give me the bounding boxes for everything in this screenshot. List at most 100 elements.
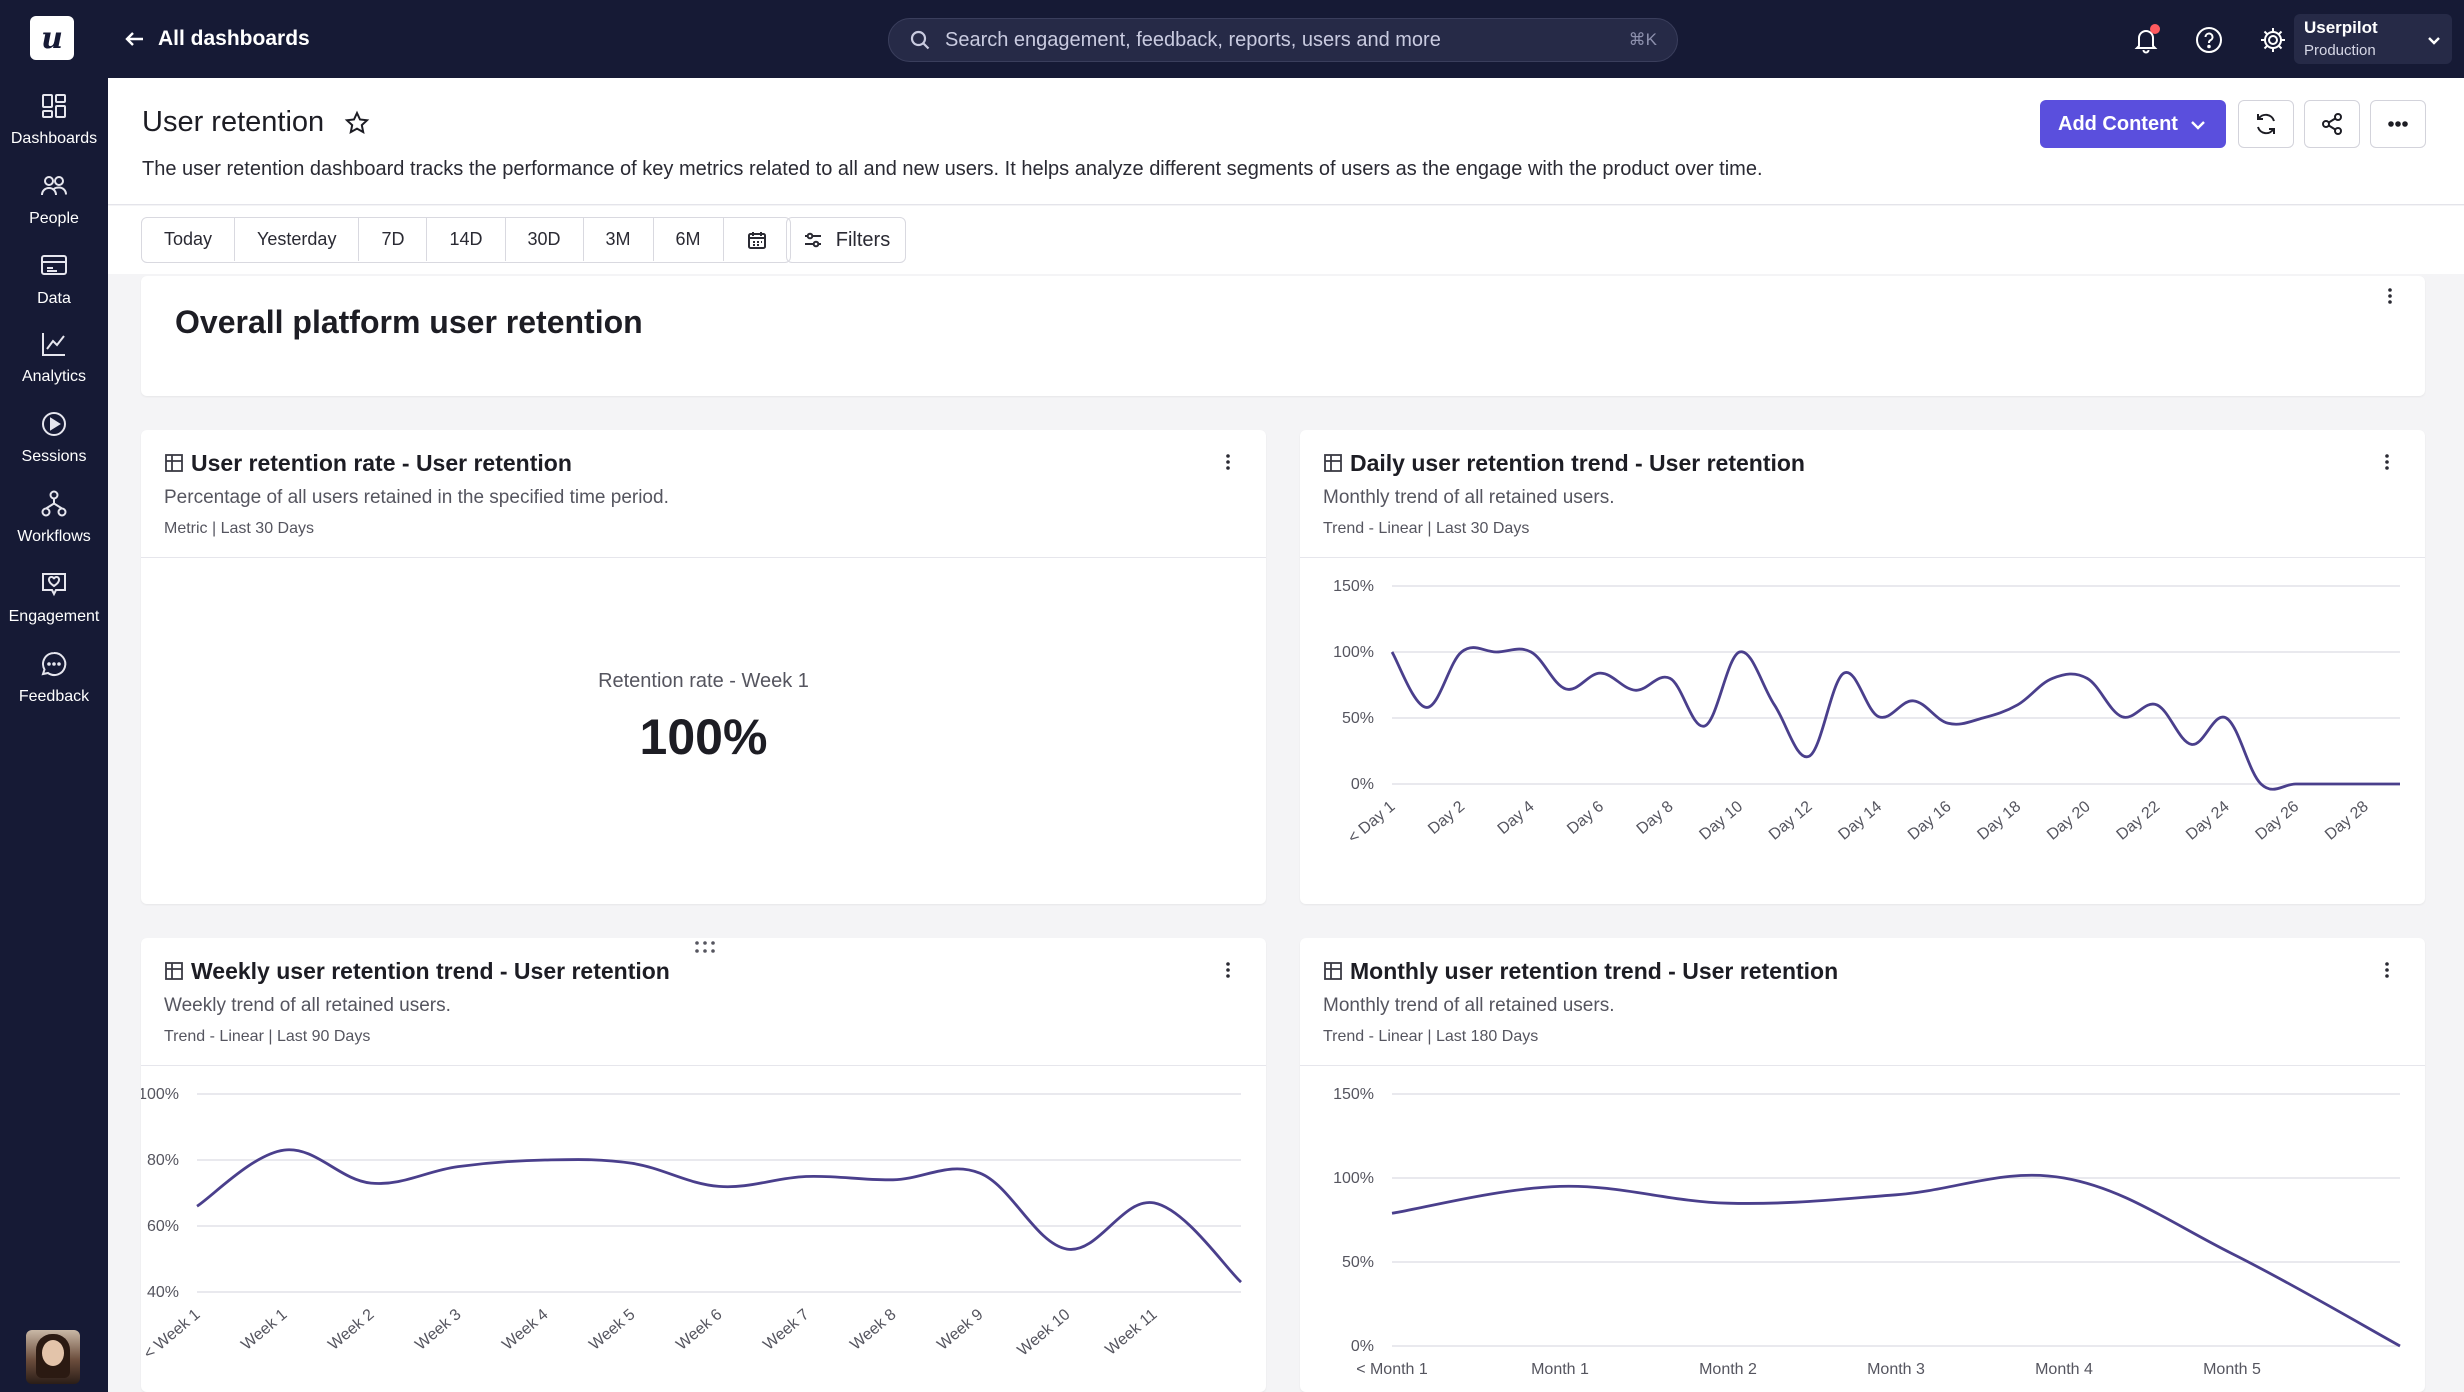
series-line[interactable] (1391, 1173, 2401, 1348)
chevron-down-icon (2428, 37, 2440, 45)
card-menu-button[interactable] (1214, 956, 1242, 984)
refresh-button[interactable] (2238, 100, 2294, 148)
help-icon (2196, 27, 2222, 53)
weekly-trend-chart: 40% 60% 80% 100% < Week 1 Week 1 Week 2 Week 3 W… (141, 1086, 1242, 1363)
global-search-input[interactable]: Search engagement, feedback, reports, us… (888, 18, 1678, 62)
x-tick-label: Day 26 (2253, 798, 2303, 844)
sidebar-item-label: Feedback (18, 688, 90, 705)
card-title[interactable]: Monthly user retention trend - User rete… (1350, 958, 1839, 984)
custom-date-button[interactable] (724, 218, 790, 261)
more-vertical-icon (2385, 454, 2389, 470)
y-tick-label: 100% (1333, 1170, 1374, 1187)
more-vertical-icon (2388, 288, 2392, 304)
settings-button[interactable] (2253, 20, 2293, 60)
sidebar-item-feedback[interactable]: Feedback (0, 642, 108, 718)
y-tick-label: 50% (1342, 1254, 1374, 1271)
search-shortcut: ⌘K (1628, 30, 1657, 49)
notifications-button[interactable] (2126, 20, 2166, 60)
x-tick-label: Week 2 (325, 1306, 377, 1354)
card-meta: Trend - Linear | Last 90 Days (164, 1028, 371, 1045)
x-tick-label: Week 4 (499, 1306, 551, 1354)
notification-badge (2150, 24, 2160, 34)
card-menu-button[interactable] (2373, 956, 2401, 984)
user-avatar[interactable] (26, 1330, 80, 1384)
x-tick-label: Week 11 (1102, 1306, 1160, 1359)
range-14d[interactable]: 14D (427, 218, 506, 261)
sidebar-item-people[interactable]: People (0, 164, 108, 240)
x-tick-label: Day 6 (1564, 798, 1607, 838)
chevron-down-icon (2191, 121, 2205, 130)
back-link-label: All dashboards (158, 27, 310, 50)
x-tick-label: Week 8 (847, 1306, 899, 1354)
sidebar-item-label: Sessions (21, 448, 87, 465)
add-content-button[interactable]: Add Content (2040, 100, 2226, 148)
sidebar-item-analytics[interactable]: Analytics (0, 322, 108, 398)
x-tick-label: Day 28 (2322, 798, 2372, 844)
x-tick-label: Day 12 (1766, 798, 1816, 844)
page-description: The user retention dashboard tracks the … (142, 158, 1763, 180)
drag-handle-icon[interactable] (694, 940, 716, 954)
account-environment: Production (2304, 42, 2376, 59)
card-meta: Metric | Last 30 Days (164, 520, 314, 537)
sidebar-item-label: Dashboards (10, 130, 98, 147)
x-tick-label: Day 16 (1905, 798, 1955, 844)
more-vertical-icon (1226, 454, 1230, 470)
x-tick-label: < Day 1 (1345, 798, 1399, 847)
metric-label: Retention rate - Week 1 (598, 670, 809, 692)
range-today[interactable]: Today (142, 218, 236, 261)
card-menu-button[interactable] (1214, 448, 1242, 476)
card-title[interactable]: Daily user retention trend - User retent… (1350, 450, 1805, 476)
engagement-icon (42, 573, 66, 597)
help-button[interactable] (2189, 20, 2229, 60)
x-tick-label: Day 4 (1495, 798, 1538, 838)
sidebar-item-label: People (29, 210, 79, 227)
card-title[interactable]: User retention rate - User retention (191, 450, 572, 476)
favorite-button[interactable] (344, 110, 370, 136)
sidebar: u Dashboards People Data Analytics Sessi… (0, 0, 108, 1392)
date-range-selector: Today Yesterday 7D 14D 30D 3M 6M (141, 217, 791, 263)
x-tick-label: Week 9 (934, 1306, 986, 1354)
feedback-icon (41, 651, 67, 676)
card-header: Daily user retention trend - User retent… (1300, 430, 2425, 558)
x-tick-label: Week 1 (238, 1306, 290, 1354)
y-tick-label: 100% (1333, 644, 1374, 661)
sidebar-item-label: Workflows (17, 528, 91, 545)
share-button[interactable] (2304, 100, 2360, 148)
share-icon (2322, 113, 2342, 135)
series-line[interactable] (196, 1148, 1242, 1284)
y-tick-label: 40% (147, 1284, 179, 1301)
monthly-trend-chart: 0% 50% 100% 150% < Month 1 Month 1 Month 2 Mont… (1333, 1086, 2401, 1378)
sidebar-item-label: Data (37, 290, 71, 307)
range-7d[interactable]: 7D (359, 218, 428, 261)
filter-sliders-icon (804, 232, 821, 248)
section-title: Overall platform user retention (175, 304, 643, 340)
account-switcher[interactable]: Userpilot Production (2294, 14, 2452, 64)
range-30d[interactable]: 30D (506, 218, 584, 261)
more-vertical-icon (1226, 962, 1230, 978)
all-dashboards-link[interactable]: All dashboards (122, 22, 310, 56)
x-tick-label: Month 5 (2203, 1361, 2261, 1378)
section-header-card: Overall platform user retention (141, 276, 2425, 396)
card-title[interactable]: Weekly user retention trend - User reten… (191, 958, 670, 984)
sidebar-item-data[interactable]: Data (0, 244, 108, 320)
x-tick-label: Week 6 (673, 1306, 725, 1354)
filters-button[interactable]: Filters (786, 217, 906, 263)
series-line[interactable] (1390, 646, 2400, 791)
range-3m[interactable]: 3M (584, 218, 654, 261)
sidebar-item-sessions[interactable]: Sessions (0, 402, 108, 478)
arrow-left-icon (125, 32, 143, 46)
sidebar-item-dashboards[interactable]: Dashboards (0, 84, 108, 160)
x-tick-label: < Month 1 (1356, 1361, 1428, 1378)
sidebar-item-engagement[interactable]: Engagement (0, 562, 108, 638)
x-tick-label: Week 7 (760, 1306, 812, 1354)
section-menu-button[interactable] (2376, 282, 2404, 310)
x-tick-label: Day 24 (2183, 798, 2233, 844)
userpilot-logo[interactable]: u (30, 16, 74, 60)
y-tick-label: 50% (1342, 710, 1374, 727)
range-yesterday[interactable]: Yesterday (235, 218, 360, 261)
sidebar-item-workflows[interactable]: Workflows (0, 482, 108, 558)
more-options-button[interactable] (2370, 100, 2426, 148)
daily-trend-card: Daily user retention trend - User retent… (1300, 430, 2425, 904)
card-menu-button[interactable] (2373, 448, 2401, 476)
range-6m[interactable]: 6M (654, 218, 724, 261)
